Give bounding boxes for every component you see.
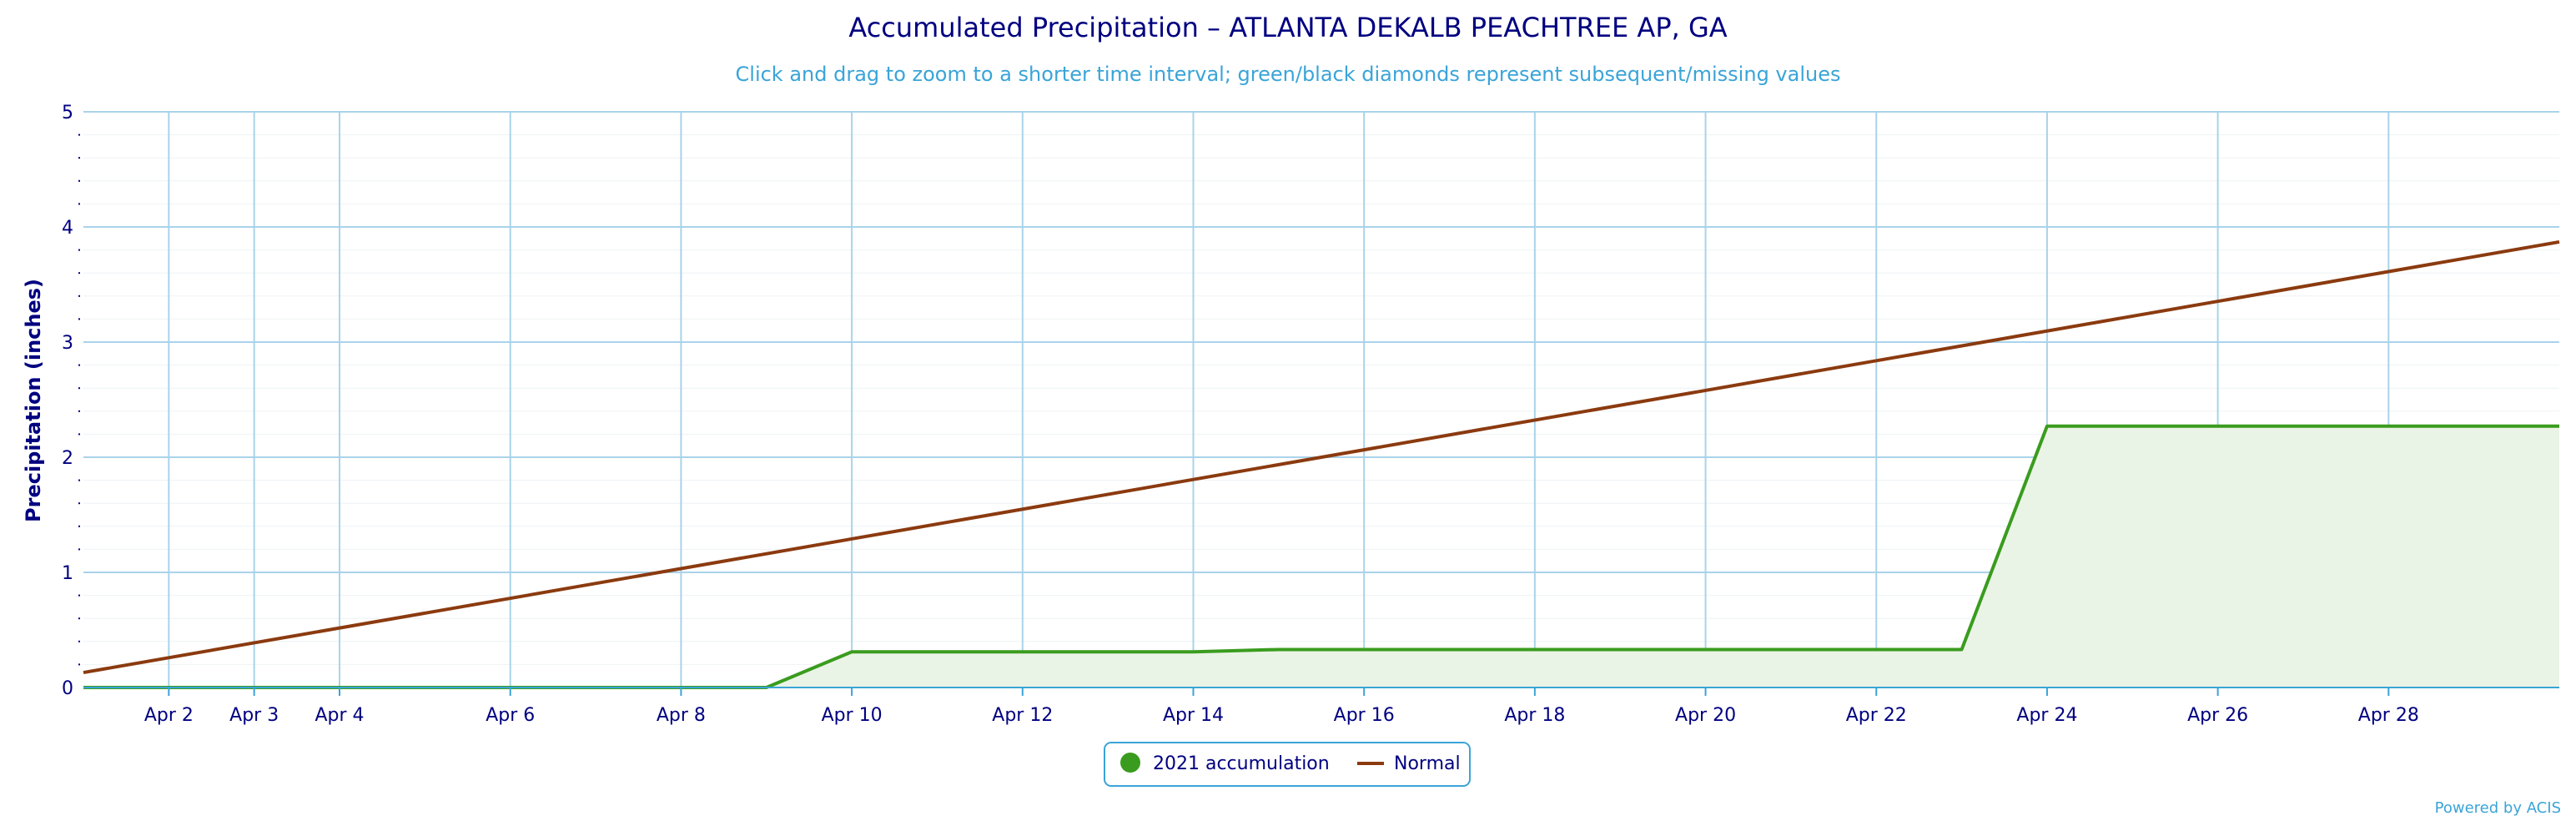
y-tick-label: 0 bbox=[62, 678, 73, 699]
legend-item-2021-accumulation[interactable]: 2021 accumulation bbox=[1120, 753, 1330, 774]
series-layer bbox=[83, 239, 2560, 689]
x-tick-label: Apr 4 bbox=[315, 705, 365, 726]
legend-label-2021-accumulation: 2021 accumulation bbox=[1153, 753, 1330, 774]
x-tick-label: Apr 20 bbox=[1675, 705, 1736, 726]
x-tick-label: Apr 26 bbox=[2187, 705, 2248, 726]
x-tick-label: Apr 12 bbox=[992, 705, 1053, 726]
legend-box bbox=[1104, 742, 1471, 787]
legend-item-normal[interactable]: Normal bbox=[1357, 753, 1461, 774]
x-tick-label: Apr 6 bbox=[486, 705, 535, 726]
x-tick-label: Apr 16 bbox=[1334, 705, 1395, 726]
normal-line bbox=[83, 239, 2560, 675]
x-tick-label: Apr 10 bbox=[822, 705, 883, 726]
legend-label-normal: Normal bbox=[1394, 753, 1461, 774]
y-tick-label: 4 bbox=[62, 218, 73, 239]
x-tick-label: Apr 2 bbox=[144, 705, 194, 726]
chart-subtitle: Click and drag to zoom to a shorter time… bbox=[736, 63, 1841, 86]
accumulation-area bbox=[83, 426, 2559, 688]
credits-link[interactable]: Powered by ACIS bbox=[2435, 799, 2561, 817]
x-tick-label: Apr 14 bbox=[1163, 705, 1224, 726]
x-tick-label: Apr 28 bbox=[2358, 705, 2419, 726]
chart-title: Accumulated Precipitation – ATLANTA DEKA… bbox=[848, 12, 1727, 43]
y-tick-label: 2 bbox=[62, 448, 73, 469]
x-tick-label: Apr 18 bbox=[1504, 705, 1565, 726]
x-tick-label: Apr 3 bbox=[229, 705, 279, 726]
axes: 0 1 2 3 4 5 Apr 2 Apr 4 Apr 6 Apr 8 Apr 10 Apr 12 Ap… bbox=[62, 103, 2559, 726]
y-tick-label: 3 bbox=[62, 333, 73, 354]
x-tick-label: Apr 22 bbox=[1846, 705, 1907, 726]
y-tick-label: 5 bbox=[62, 103, 73, 123]
y-axis-label: Precipitation (inches) bbox=[22, 279, 45, 522]
y-tick-label: 1 bbox=[62, 563, 73, 584]
x-tick-label: Apr 24 bbox=[2016, 705, 2077, 726]
x-tick-label: Apr 8 bbox=[657, 705, 706, 726]
legend: 2021 accumulation Normal bbox=[1104, 742, 1471, 787]
legend-marker-2021-accumulation bbox=[1120, 753, 1140, 773]
